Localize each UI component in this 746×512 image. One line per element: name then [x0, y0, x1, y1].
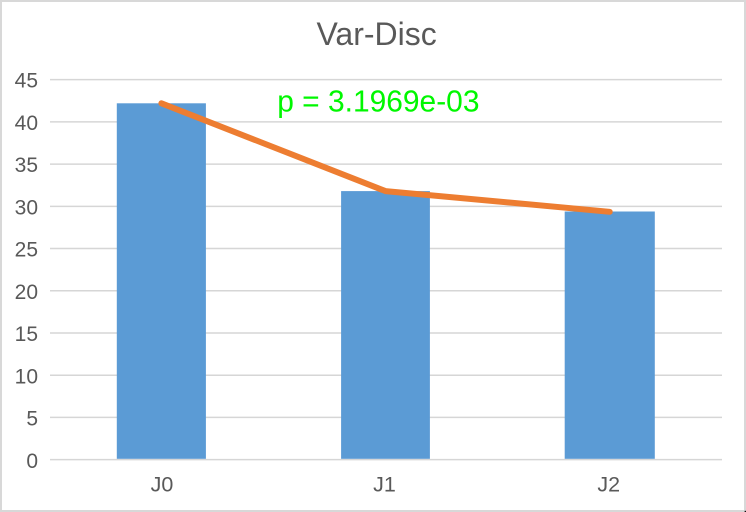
svg-text:15: 15 [15, 323, 38, 346]
svg-text:35: 35 [15, 154, 38, 177]
svg-text:5: 5 [26, 408, 38, 431]
svg-text:20: 20 [15, 281, 38, 304]
svg-text:J0: J0 [151, 472, 174, 496]
svg-text:25: 25 [15, 239, 38, 262]
svg-text:10: 10 [15, 365, 38, 388]
svg-text:Var-Disc: Var-Disc [316, 16, 436, 52]
svg-text:0: 0 [26, 450, 38, 473]
svg-text:J2: J2 [597, 472, 620, 496]
svg-text:J1: J1 [373, 472, 396, 496]
svg-text:45: 45 [15, 70, 38, 93]
svg-text:30: 30 [15, 196, 38, 219]
svg-text:p = 3.1969e-03: p = 3.1969e-03 [277, 84, 479, 119]
svg-text:40: 40 [15, 112, 38, 135]
